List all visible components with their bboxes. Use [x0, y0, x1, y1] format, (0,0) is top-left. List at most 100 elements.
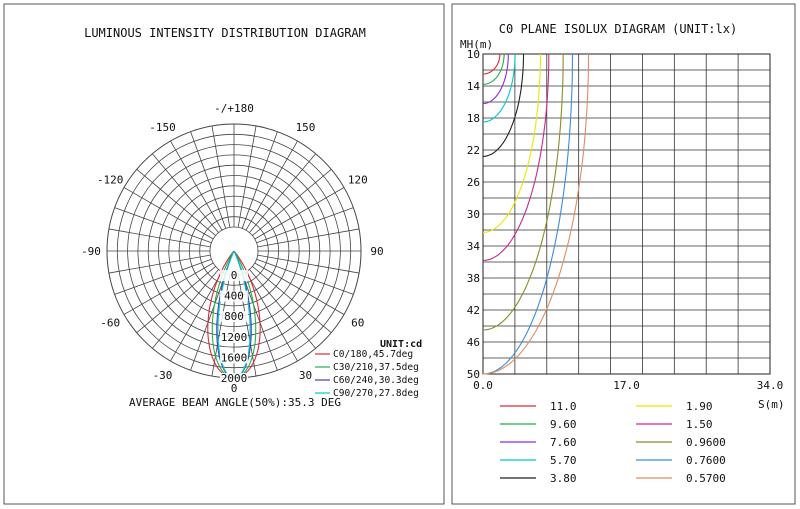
polar-radial-label: 800	[224, 310, 244, 323]
polar-panel-frame	[3, 3, 445, 505]
polar-spoke	[256, 207, 354, 244]
polar-spoke	[211, 125, 231, 228]
isolux-panel-frame	[451, 3, 796, 505]
isolux-x-tick-label: 34.0	[757, 379, 784, 392]
polar-angle-label: -150	[149, 121, 176, 134]
isolux-contour	[482, 53, 564, 331]
polar-spoke	[237, 125, 257, 228]
isolux-y-tick-label: 10	[467, 48, 480, 61]
polar-spoke	[114, 207, 212, 244]
polar-spoke	[136, 266, 216, 333]
polar-spoke	[245, 140, 298, 231]
polar-spoke	[245, 271, 298, 362]
isolux-contour	[482, 54, 590, 375]
isolux-contour	[482, 54, 550, 261]
polar-spoke	[241, 131, 278, 229]
isolux-contour	[482, 54, 541, 233]
polar-title: LUMINOUS INTENSITY DISTRIBUTION DIAGRAM	[84, 26, 366, 40]
isolux-x-tick-label: 17.0	[613, 379, 640, 392]
polar-spoke	[254, 262, 345, 315]
polar-spoke	[123, 187, 214, 240]
isolux-x-tick-label: 0.0	[473, 379, 493, 392]
polar-radial-labels: 0 400 800 1200 1600 2000	[220, 269, 248, 385]
isolux-x-axis-label: S(m)	[758, 398, 785, 411]
polar-angle-label: -60	[100, 317, 120, 330]
polar-spoke	[249, 269, 316, 349]
isolux-y-tick-label: 22	[467, 144, 480, 157]
polar-radial-label: 1200	[221, 331, 248, 344]
unit-label: UNIT:cd	[380, 339, 422, 350]
polar-angle-label: 90	[370, 245, 383, 258]
isolux-contour	[482, 53, 574, 375]
isolux-y-tick-label: 50	[467, 368, 480, 381]
polar-angle-label: -/+180	[214, 102, 254, 115]
polar-spoke	[256, 258, 354, 295]
polar-spoke	[136, 169, 216, 236]
isolux-y-tick-label: 42	[467, 304, 480, 317]
isolux-contour	[483, 54, 505, 85]
isolux-curves	[482, 53, 590, 375]
isolux-y-tick-labels: 10 14 18 22 26 30 34 38 42 46 50	[467, 48, 481, 381]
polar-ring	[209, 226, 259, 276]
polar-spoke	[152, 269, 219, 349]
polar-spoke	[257, 228, 360, 248]
polar-angle-label: 30	[299, 369, 312, 382]
polar-legend-entry: C90/270,27.8deg	[333, 388, 419, 399]
isolux-y-tick-label: 34	[467, 240, 481, 253]
polar-radial-label: 0	[231, 269, 238, 282]
polar-spoke	[254, 187, 345, 240]
polar-legend-entry: C30/210,37.5deg	[333, 362, 419, 373]
polar-legend-entry: C60/240,30.3deg	[333, 375, 419, 386]
polar-spoke	[170, 271, 223, 362]
isolux-y-tick-label: 38	[467, 272, 480, 285]
isolux-contour	[482, 54, 525, 157]
isolux-legend-entry: 5.70	[550, 454, 577, 467]
isolux-legend-entry: 11.0	[550, 400, 577, 413]
polar-spoke	[252, 169, 332, 236]
isolux-title: C0 PLANE ISOLUX DIAGRAM (UNIT:lx)	[499, 22, 737, 36]
isolux-contour	[483, 54, 516, 123]
polar-radial-label: 2000	[221, 372, 248, 385]
isolux-contour	[483, 54, 501, 75]
polar-spoke	[152, 153, 219, 233]
polar-angle-label: -30	[153, 369, 173, 382]
polar-spoke	[249, 153, 316, 233]
isolux-legend-entry: 0.7600	[686, 454, 726, 467]
polar-spoke	[114, 258, 212, 295]
isolux-legend-entry: 0.5700	[686, 472, 726, 485]
polar-spoke	[108, 228, 211, 248]
polar-spoke	[170, 140, 223, 231]
polar-spoke	[252, 266, 332, 333]
isolux-y-tick-label: 18	[467, 112, 480, 125]
isolux-legend-entry: 1.50	[686, 418, 713, 431]
polar-legend: C0/180,45.7deg C30/210,37.5deg C60/240,30.…	[315, 349, 419, 399]
isolux-grid	[482, 53, 771, 375]
polar-angle-label: 0	[231, 382, 238, 395]
polar-angle-label: 120	[348, 174, 368, 187]
isolux-legend-entry: 0.9600	[686, 436, 726, 449]
polar-angle-label: 60	[351, 317, 364, 330]
polar-spoke	[190, 131, 227, 229]
isolux-legend-entry: 1.90	[686, 400, 713, 413]
polar-spoke	[123, 262, 214, 315]
isolux-legend-entry: 3.80	[550, 472, 577, 485]
isolux-y-tick-label: 26	[467, 176, 480, 189]
polar-angle-labels: -/+180 150 120 90 60 30 -30 -60 -90 -120 -150 0	[81, 102, 384, 395]
isolux-x-tick-labels: 0.0 17.0 34.0	[473, 379, 783, 392]
isolux-y-tick-label: 30	[467, 208, 480, 221]
beam-angle-footer: AVERAGE BEAM ANGLE(50%):35.3 DEG	[129, 396, 341, 409]
polar-angle-label: 150	[296, 121, 316, 134]
isolux-y-tick-label: 46	[467, 336, 480, 349]
isolux-legend-entry: 9.60	[550, 418, 577, 431]
isolux-y-tick-label: 14	[467, 80, 481, 93]
polar-spoke	[257, 254, 360, 274]
polar-legend-entry: C0/180,45.7deg	[333, 349, 413, 360]
polar-radial-label: 400	[224, 290, 244, 303]
isolux-legend-entry: 7.60	[550, 436, 577, 449]
isolux-legend: 11.0 9.60 7.60 5.70 3.80 1.90 1.50 0.9600 0.7600…	[500, 400, 726, 485]
isolux-contour	[483, 54, 509, 105]
isolux-y-axis-label: MH(m)	[460, 38, 493, 51]
polar-angle-label: -120	[97, 174, 124, 187]
polar-radial-label: 1600	[221, 351, 248, 364]
